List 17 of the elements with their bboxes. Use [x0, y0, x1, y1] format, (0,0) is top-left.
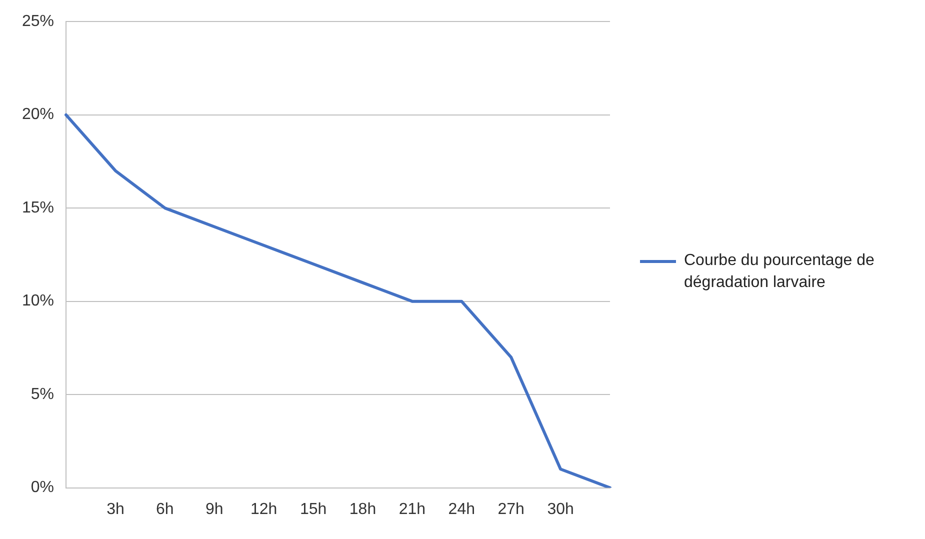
y-tick-label: 10%: [22, 292, 54, 310]
x-tick-label: 21h: [398, 500, 426, 518]
y-tick-label: 15%: [22, 199, 54, 216]
x-tick-label: 18h: [349, 500, 376, 518]
x-tick-label: 6h: [156, 500, 174, 518]
x-tick-label: 24h: [448, 500, 475, 518]
y-tick-label: 25%: [22, 13, 54, 30]
x-tick-label: 15h: [300, 500, 327, 518]
x-tick-label: 27h: [498, 500, 524, 518]
y-tick-label: 0%: [30, 479, 54, 496]
x-tick-label: 12h: [250, 500, 278, 518]
x-tick-label: 3h: [106, 500, 124, 518]
x-tick-label: 9h: [205, 500, 224, 518]
y-tick-label: 5%: [30, 386, 54, 403]
y-tick-label: 20%: [22, 106, 54, 124]
x-tick-label: 30h: [547, 500, 574, 518]
legend-label: Courbe du pourcentage de dégradation larvaire: [684, 251, 876, 293]
